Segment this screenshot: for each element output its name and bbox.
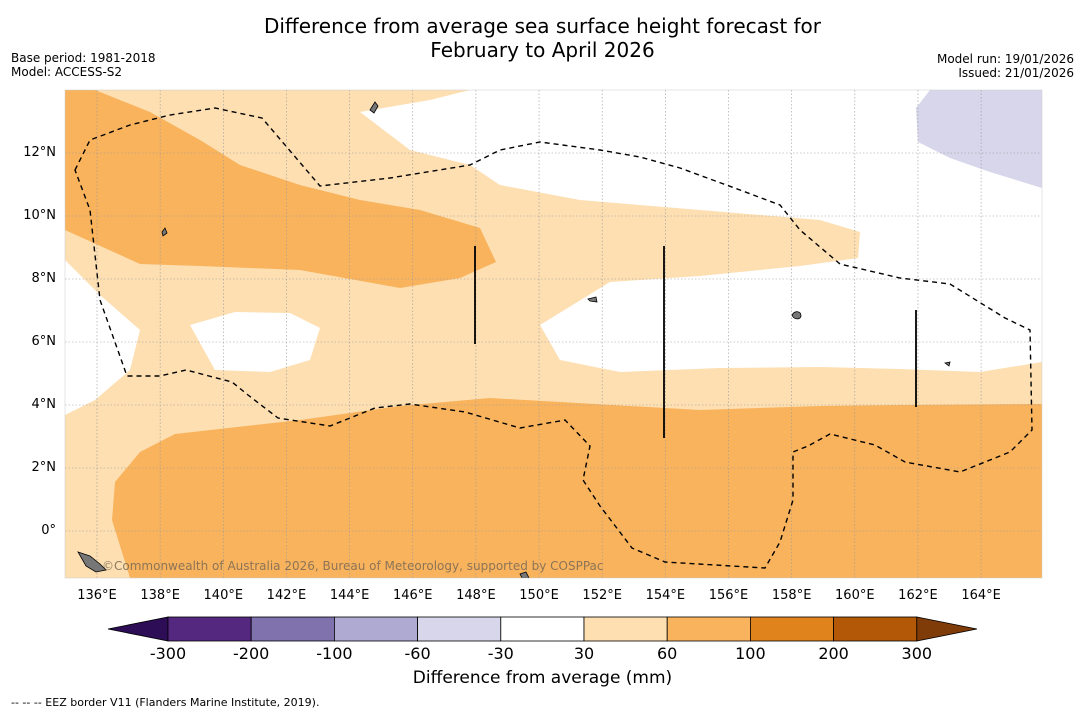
colorbar-tick-label: -100 [316,644,353,663]
longitude-label: 140°E [203,588,244,603]
longitude-label: 152°E [582,588,622,603]
latitude-label: 2°N [31,460,57,475]
colorbar-segment [333,616,418,642]
colorbar-segment [500,616,585,642]
gridlines [65,90,1042,578]
contour-minus60-minus30 [916,90,1042,188]
contour-60-100-north [65,90,496,288]
longitude-label: 160°E [835,588,875,603]
credit-text: ©Commonwealth of Australia 2026, Bureau … [102,559,604,573]
colorbar-tick-label: 200 [818,644,849,663]
longitude-label: 136°E [77,588,117,603]
hole-west [65,260,140,415]
island-nukuoro [519,571,530,578]
eez-border-north [74,107,1033,569]
latitude-label: 4°N [31,397,57,412]
model-run: Model run: 19/01/2026 [936,52,1074,66]
longitude-label: 156°E [708,588,749,603]
longitude-label: 144°E [329,588,370,603]
island-chuuk [587,296,598,303]
islands [77,101,951,578]
colorbar-tick-label: 30 [573,644,595,663]
colorbar-tick-label: -30 [487,644,514,663]
title-line-1: Difference from average sea surface heig… [263,14,822,38]
colorbar-title: Difference from average (mm) [412,668,673,688]
longitude-label: 164°E [961,588,1001,603]
model-name: Model: ACCESS-S2 [11,65,123,79]
longitude-label: 142°E [266,588,307,603]
latitude-label: 6°N [31,334,57,349]
chart-title: Difference from average sea surface heig… [0,14,1085,62]
island-manus [77,551,107,573]
colorbar-segment [167,616,252,642]
base-period: Base period: 1981-2018 [11,51,156,65]
island-guam [369,101,379,114]
longitude-label: 146°E [392,588,433,603]
island-palau [161,227,168,237]
island-kosrae [944,361,951,367]
title-line-2: February to April 2026 [430,38,655,62]
colorbar-segment [750,616,835,642]
colorbar [107,616,978,642]
longitude-label: 158°E [771,588,812,603]
colorbar-tick-label: -300 [149,644,187,663]
colorbar-segment [666,616,751,642]
latitude-label: 8°N [31,271,57,286]
colorbar-tick-label: 300 [901,644,933,663]
longitude-label: 138°E [140,588,180,603]
colorbar-extend-high [916,616,978,642]
latitude-label: 12°N [23,145,56,160]
map-frame [64,89,1043,579]
colorbar-segment [417,616,502,642]
colorbar-segment [833,616,918,642]
footnote: -- -- -- EEZ border V11 (Flanders Marine… [11,696,320,709]
longitude-label: 150°E [519,588,559,603]
latitude-label: 0° [41,523,56,538]
colorbar-extend-low [107,616,169,642]
colorbar-segment [583,616,668,642]
colorbar-segment [250,616,335,642]
colorbar-tick-label: -200 [233,644,270,663]
longitude-label: 154°E [645,588,686,603]
meta-left: Base period: 1981-2018 Model: ACCESS-S2 [11,51,156,79]
contour-60-100-south [112,398,1042,578]
longitude-label: 148°E [456,588,496,603]
longitude-label: 162°E [898,588,938,603]
island-pohnpei [791,311,802,320]
colorbar-tick-label: 60 [657,644,678,663]
latitude-label: 10°N [23,208,56,223]
map-area [65,90,1042,578]
colorbar-tick-label: 100 [735,644,766,663]
issued-date: Issued: 21/01/2026 [958,66,1074,80]
meta-right: Model run: 19/01/2026 Issued: 21/01/2026 [937,52,1074,80]
colorbar-tick-label: -60 [404,644,431,663]
